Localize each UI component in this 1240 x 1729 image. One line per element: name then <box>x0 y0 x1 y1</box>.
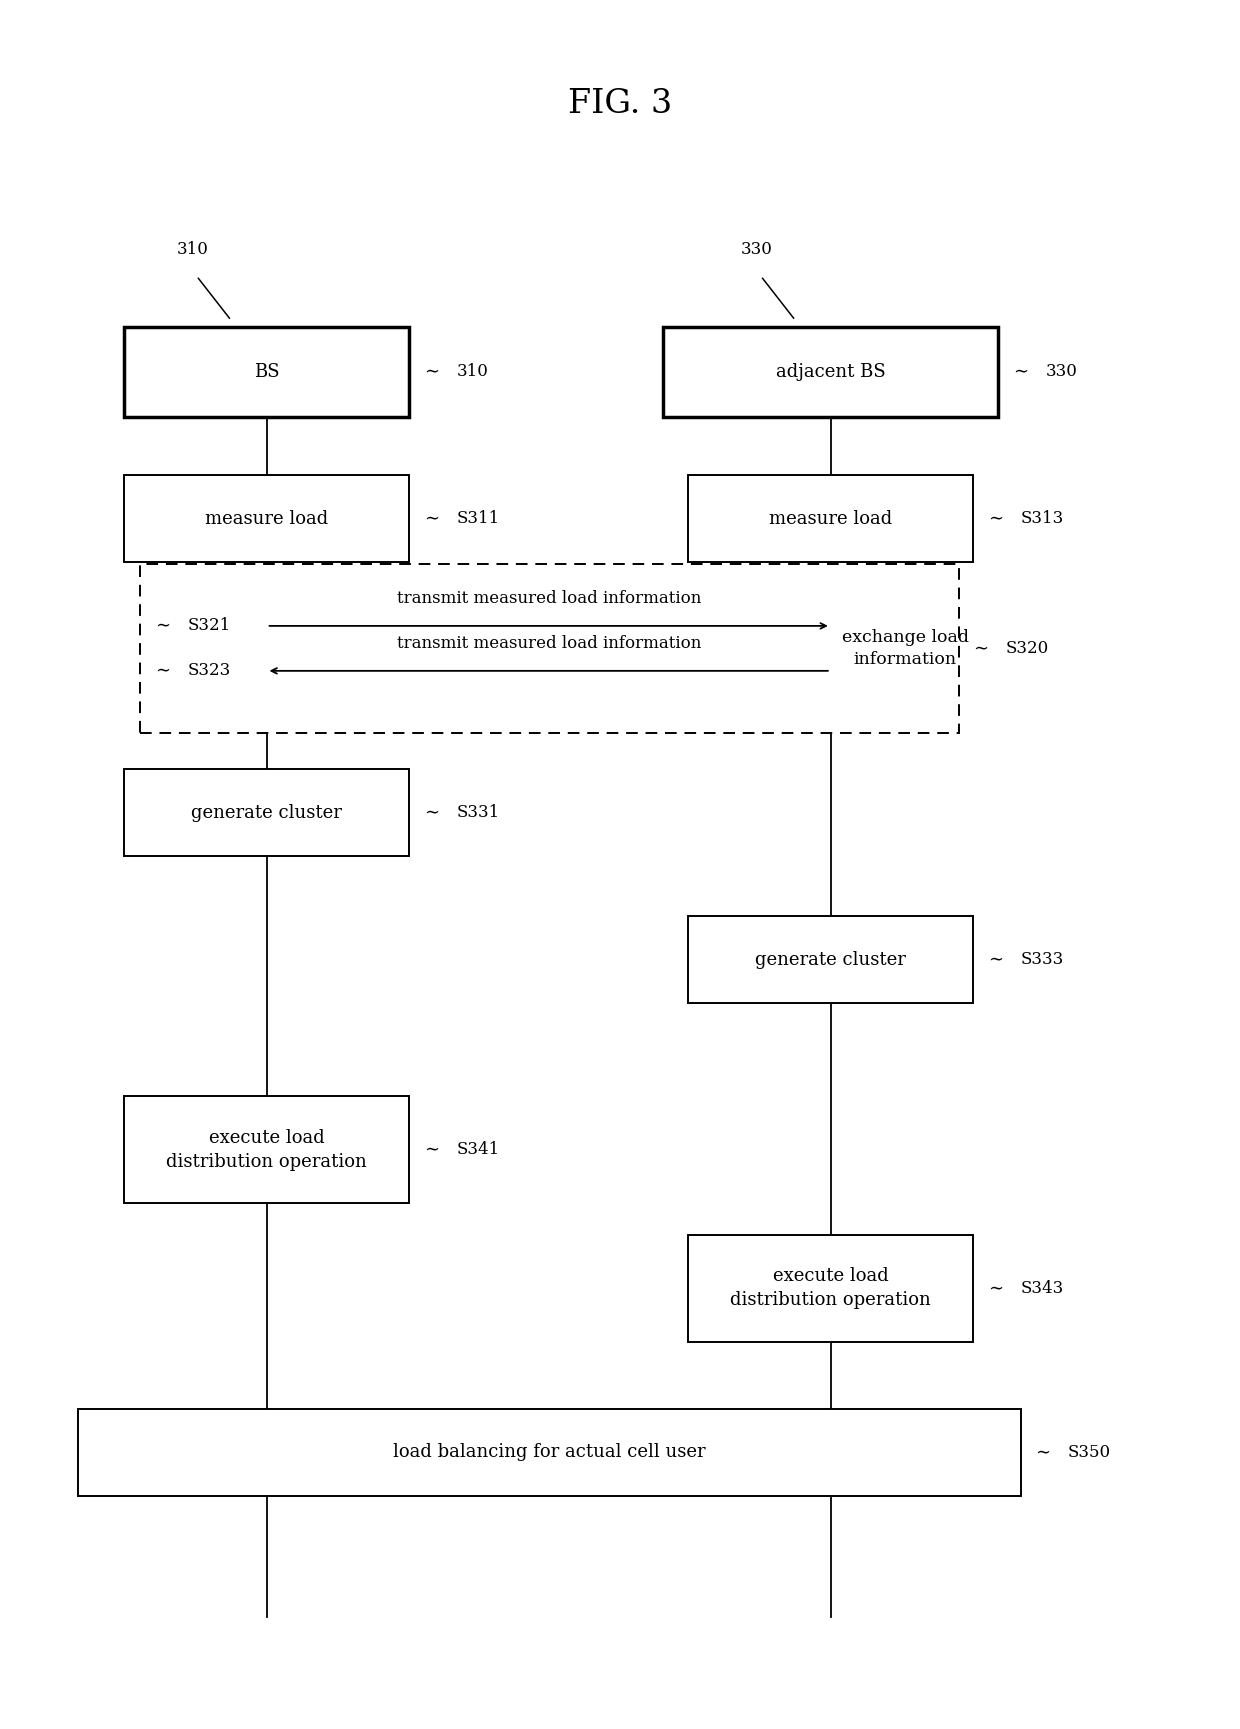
Bar <box>124 475 409 562</box>
Text: transmit measured load information: transmit measured load information <box>397 590 701 607</box>
Text: S343: S343 <box>1021 1279 1064 1297</box>
Text: transmit measured load information: transmit measured load information <box>397 635 701 652</box>
Text: BS: BS <box>254 363 279 380</box>
Text: exchange load
information: exchange load information <box>842 629 968 667</box>
Text: S341: S341 <box>456 1141 500 1158</box>
Text: ∼: ∼ <box>1035 1444 1050 1461</box>
Text: ∼: ∼ <box>988 510 1003 527</box>
Bar <box>140 564 959 733</box>
Text: S311: S311 <box>456 510 500 527</box>
Text: S331: S331 <box>456 804 500 821</box>
Bar <box>663 327 998 417</box>
Text: measure load: measure load <box>205 510 329 527</box>
Bar <box>688 475 973 562</box>
Text: ∼: ∼ <box>988 951 1003 968</box>
Bar <box>124 327 409 417</box>
Text: S321: S321 <box>187 617 231 635</box>
Bar <box>688 916 973 1003</box>
Text: ∼: ∼ <box>973 640 988 657</box>
Text: 330: 330 <box>740 240 773 258</box>
Text: measure load: measure load <box>769 510 893 527</box>
Bar <box>124 1096 409 1203</box>
Text: 310: 310 <box>176 240 208 258</box>
Text: ∼: ∼ <box>1013 363 1028 380</box>
Text: S320: S320 <box>1006 640 1049 657</box>
Text: ∼: ∼ <box>988 1279 1003 1297</box>
Text: adjacent BS: adjacent BS <box>776 363 885 380</box>
Text: load balancing for actual cell user: load balancing for actual cell user <box>393 1444 706 1461</box>
Text: generate cluster: generate cluster <box>191 804 342 821</box>
Text: S350: S350 <box>1068 1444 1111 1461</box>
Text: execute load
distribution operation: execute load distribution operation <box>730 1267 931 1309</box>
Text: 310: 310 <box>456 363 489 380</box>
Text: ∼: ∼ <box>424 510 439 527</box>
Bar <box>78 1409 1021 1496</box>
Text: ∼: ∼ <box>155 617 170 635</box>
Text: ∼: ∼ <box>424 363 439 380</box>
Text: ∼: ∼ <box>424 804 439 821</box>
Text: ∼: ∼ <box>155 662 170 679</box>
Bar <box>124 769 409 856</box>
Text: generate cluster: generate cluster <box>755 951 906 968</box>
Bar <box>688 1235 973 1342</box>
Text: S333: S333 <box>1021 951 1064 968</box>
Text: ∼: ∼ <box>424 1141 439 1158</box>
Text: S313: S313 <box>1021 510 1064 527</box>
Text: 330: 330 <box>1045 363 1078 380</box>
Text: execute load
distribution operation: execute load distribution operation <box>166 1129 367 1171</box>
Text: FIG. 3: FIG. 3 <box>568 88 672 119</box>
Text: S323: S323 <box>187 662 231 679</box>
